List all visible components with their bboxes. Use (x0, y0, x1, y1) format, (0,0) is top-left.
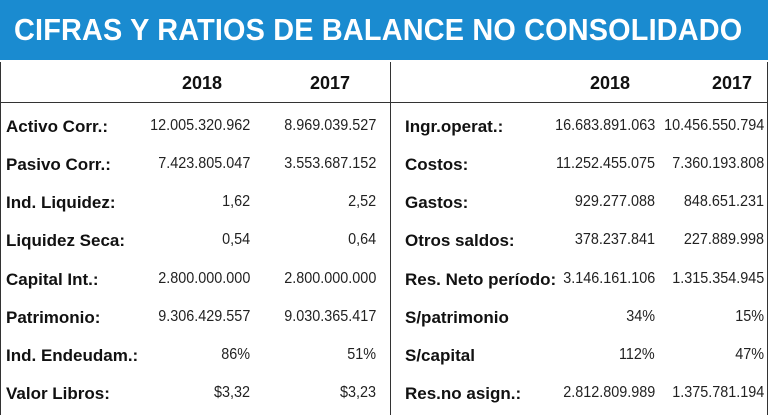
right-row-2017: 1.315.354.945 (671, 270, 764, 287)
left-row-2017: 0,64 (347, 231, 376, 248)
left-row-label: Valor Libros: (6, 384, 110, 403)
left-row-2018: 7.423.805.047 (157, 155, 250, 172)
right-row-2018: 3.146.161.106 (562, 270, 655, 287)
right-row-2018: 378.237.841 (574, 231, 655, 248)
left-row-2017: 51% (347, 346, 376, 363)
left-row-label: Ind. Endeudam.: (6, 346, 139, 365)
title-banner: CIFRAS Y RATIOS DE BALANCE NO CONSOLIDAD… (0, 0, 768, 60)
right-row-2017: 227.889.998 (683, 231, 764, 248)
right-row-2018: 11.252.455.075 (555, 155, 655, 172)
right-row-2017: 15% (735, 308, 764, 325)
left-row-2017: 2.800.000.000 (283, 270, 376, 287)
right-row-2017: 7.360.193.808 (671, 155, 764, 172)
left-row-2017: 9.030.365.417 (283, 308, 376, 325)
left-row-2018: 0,54 (221, 231, 250, 248)
left-row-2018: 12.005.320.962 (149, 117, 250, 134)
left-row-label: Capital Int.: (6, 270, 99, 289)
right-row-label: Gastos: (405, 193, 469, 212)
left-row-label: Pasivo Corr.: (6, 155, 111, 174)
left-row-2018: 1,62 (221, 193, 250, 210)
left-row-2017: 2,52 (347, 193, 376, 210)
right-row-2017: 10.456.550.794 (663, 117, 764, 134)
left-header-2018: 2018 (181, 73, 223, 93)
left-row-2017: 8.969.039.527 (283, 117, 376, 134)
left-row-2018: 9.306.429.557 (157, 308, 250, 325)
center-divider (390, 62, 391, 415)
left-row-label: Patrimonio: (6, 308, 101, 327)
page-title: CIFRAS Y RATIOS DE BALANCE NO CONSOLIDAD… (14, 12, 743, 47)
right-row-label: Res. Neto período: (405, 270, 557, 289)
right-row-2017: 47% (735, 346, 764, 363)
left-border (0, 62, 1, 415)
left-row-2018: $3,32 (213, 384, 250, 401)
right-header-2018: 2018 (589, 73, 631, 93)
left-row-label: Liquidez Seca: (6, 231, 126, 250)
right-row-label: Res.no asign.: (405, 384, 522, 403)
right-row-label: Ingr.operat.: (405, 117, 504, 136)
left-row-2018: 2.800.000.000 (157, 270, 250, 287)
right-row-2018: 16.683.891.063 (554, 117, 655, 134)
right-row-2017: 848.651.231 (683, 193, 764, 210)
right-row-2018: 2.812.809.989 (562, 384, 655, 401)
left-row-2017: 3.553.687.152 (283, 155, 376, 172)
left-row-2018: 86% (221, 346, 250, 363)
right-row-label: S/patrimonio (405, 308, 509, 327)
left-row-label: Activo Corr.: (6, 117, 109, 136)
header-divider (0, 102, 768, 103)
right-row-label: S/capital (405, 346, 475, 365)
right-header-2017: 2017 (711, 73, 753, 93)
right-row-label: Costos: (405, 155, 469, 174)
right-row-2017: 1.375.781.194 (671, 384, 764, 401)
right-row-2018: 112% (619, 346, 655, 363)
right-row-2018: 34% (626, 308, 655, 325)
left-row-2017: $3,23 (339, 384, 376, 401)
right-row-2018: 929.277.088 (574, 193, 655, 210)
left-header-2017: 2017 (309, 73, 351, 93)
right-row-label: Otros saldos: (405, 231, 515, 250)
left-row-label: Ind. Liquidez: (6, 193, 116, 212)
